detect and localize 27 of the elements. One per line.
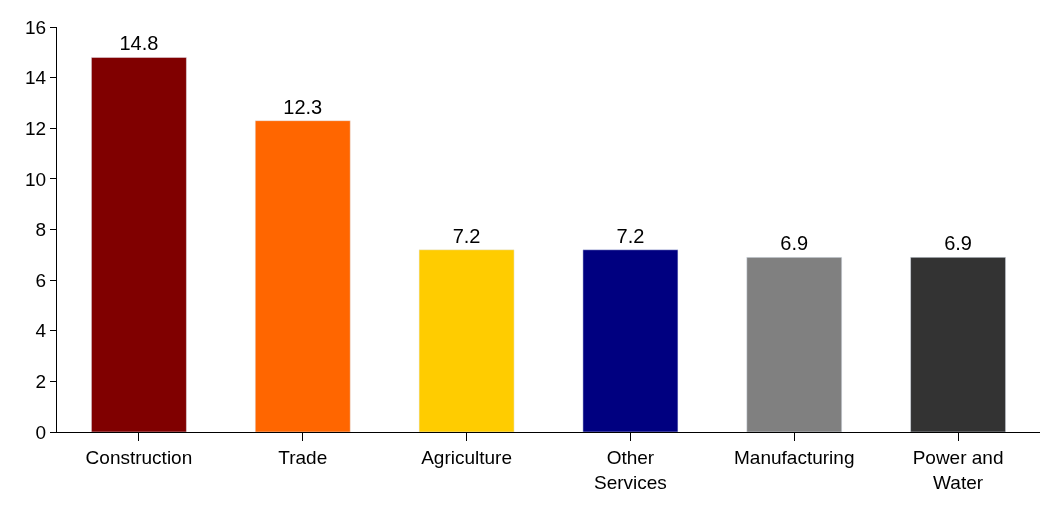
bar bbox=[746, 257, 843, 432]
bar bbox=[254, 120, 351, 432]
y-tick-label: 6 bbox=[35, 269, 47, 291]
x-tick-label: Power and Water bbox=[912, 446, 1004, 493]
data-label: 6.9 bbox=[780, 232, 809, 255]
bar bbox=[582, 249, 679, 432]
y-tick-label: 2 bbox=[35, 371, 47, 393]
x-tick-label: Trade bbox=[278, 446, 328, 468]
x-tick-label: Agriculture bbox=[421, 446, 512, 468]
data-label: 14.8 bbox=[119, 32, 159, 55]
x-tick-label: Other Services bbox=[593, 446, 667, 493]
data-label: 7.2 bbox=[452, 224, 481, 247]
bar bbox=[91, 57, 187, 432]
bar bbox=[910, 257, 1006, 432]
y-tick-label: 0 bbox=[35, 421, 47, 443]
y-tick-label: 4 bbox=[35, 320, 47, 342]
y-tick-label: 16 bbox=[25, 16, 47, 38]
y-tick-label: 10 bbox=[25, 168, 47, 190]
x-tick-label: Manufacturing bbox=[734, 446, 855, 468]
data-label: 7.2 bbox=[616, 224, 645, 247]
data-label: 12.3 bbox=[283, 95, 323, 118]
y-tick-label: 12 bbox=[25, 117, 47, 139]
bar bbox=[418, 249, 515, 432]
y-tick-label: 8 bbox=[35, 219, 47, 241]
y-tick-label: 14 bbox=[25, 67, 47, 89]
x-tick-label: Construction bbox=[85, 446, 193, 468]
data-label: 6.9 bbox=[944, 232, 972, 255]
